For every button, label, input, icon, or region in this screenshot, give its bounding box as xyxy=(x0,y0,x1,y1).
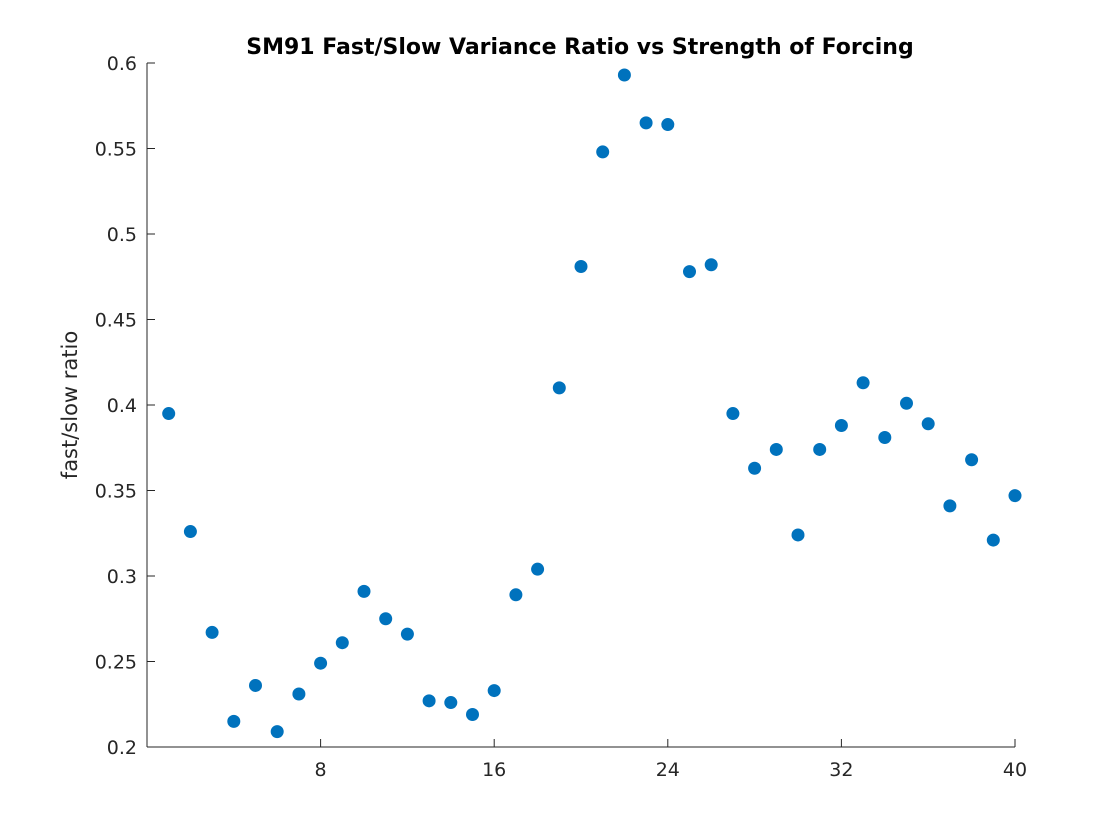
x-tick-label: 40 xyxy=(1003,759,1027,781)
y-tick-label: 0.2 xyxy=(107,737,137,759)
x-tick-label: 32 xyxy=(829,759,853,781)
data-point xyxy=(921,417,935,431)
y-tick-label: 0.25 xyxy=(95,652,137,674)
data-point xyxy=(704,258,718,272)
data-point xyxy=(444,696,458,710)
axes xyxy=(146,63,1015,748)
y-tick-label: 0.45 xyxy=(95,310,137,332)
data-point xyxy=(769,442,783,456)
data-points xyxy=(162,68,1022,739)
y-tick-label: 0.6 xyxy=(107,53,137,75)
y-tick-label: 0.35 xyxy=(95,481,137,503)
data-point xyxy=(791,528,805,542)
data-point xyxy=(639,116,653,130)
data-point xyxy=(249,678,262,692)
data-point xyxy=(878,430,892,444)
y-tick-label: 0.4 xyxy=(107,395,137,417)
y-tick-label: 0.55 xyxy=(95,139,137,161)
data-point xyxy=(227,714,241,728)
data-point xyxy=(292,687,306,701)
data-point xyxy=(1008,489,1022,503)
data-point xyxy=(943,499,957,513)
data-point xyxy=(183,525,197,539)
data-point xyxy=(422,694,436,708)
y-tick-label: 0.3 xyxy=(107,566,137,588)
data-point xyxy=(834,419,848,433)
data-point xyxy=(400,627,414,641)
chart-title: SM91 Fast/Slow Variance Ratio vs Strengt… xyxy=(246,35,913,60)
data-point xyxy=(314,656,328,670)
data-point xyxy=(162,407,176,421)
data-point xyxy=(270,725,284,739)
data-point xyxy=(205,625,219,639)
data-point xyxy=(509,588,523,602)
data-point xyxy=(379,612,393,626)
y-axis-label: fast/slow ratio xyxy=(58,331,82,479)
x-tick-label: 16 xyxy=(482,759,506,781)
data-point xyxy=(335,636,349,650)
data-point xyxy=(856,376,870,390)
data-point xyxy=(683,265,696,279)
data-point xyxy=(357,584,371,598)
x-tick-label: 8 xyxy=(315,759,327,781)
data-point xyxy=(531,562,545,576)
x-tick-label: 24 xyxy=(656,759,680,781)
data-point xyxy=(661,118,675,132)
y-ticks: 0.2 0.25 0.3 0.35 0.4 0.45 0.5 0.55 0.6 xyxy=(95,53,155,759)
x-ticks: 8 16 24 32 40 xyxy=(315,739,1027,781)
data-point xyxy=(466,708,479,722)
data-point xyxy=(596,145,610,159)
data-point xyxy=(552,381,566,395)
y-tick-label: 0.5 xyxy=(107,224,137,246)
data-point xyxy=(813,442,827,456)
data-point xyxy=(487,684,501,698)
data-point xyxy=(965,453,979,467)
data-point xyxy=(574,259,588,273)
data-point xyxy=(617,68,631,82)
data-point xyxy=(726,407,740,421)
data-point xyxy=(986,533,1000,547)
data-point xyxy=(748,461,762,475)
data-point xyxy=(900,396,913,410)
